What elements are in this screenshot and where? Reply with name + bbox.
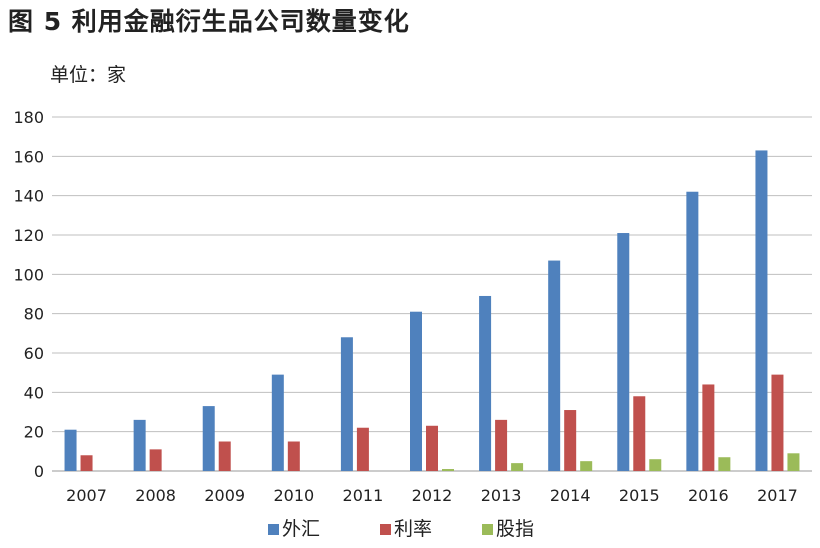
legend-label-1: 利率	[394, 518, 432, 540]
x-tick-label: 2009	[204, 486, 245, 505]
chart-title: 图 5 利用金融衍生品公司数量变化	[8, 7, 410, 36]
y-tick-label: 180	[13, 108, 44, 127]
y-tick-label: 40	[24, 383, 44, 402]
y-tick-label: 140	[13, 187, 44, 206]
bar-2007-series-1	[80, 455, 93, 471]
bar-2012-series-2	[442, 469, 454, 471]
bar-2016-series-2	[718, 457, 731, 471]
x-axis-ticks: 2007 2008 2009 2010 2011 2012 2013 2014 2015 2016…	[66, 486, 798, 505]
legend-label-0: 外汇	[282, 518, 320, 540]
bar-2008-series-0	[133, 419, 146, 471]
bar-2017-series-0	[755, 150, 768, 471]
legend-swatch-2	[482, 524, 493, 535]
bar-2012-series-0	[410, 311, 422, 471]
bar-2014-series-0	[548, 260, 561, 471]
y-tick-label: 80	[24, 305, 44, 324]
x-tick-label: 2011	[343, 486, 384, 505]
bar-2016-series-0	[686, 191, 699, 471]
legend-swatch-1	[380, 524, 391, 535]
bar-2015-series-0	[617, 233, 630, 471]
y-axis-ticks: 0 20 40 60 80 100 120 140 160 180	[13, 108, 44, 481]
x-tick-label: 2007	[66, 486, 107, 505]
x-tick-label: 2013	[481, 486, 522, 505]
bar-2009-series-1	[218, 441, 231, 471]
bar-2014-series-2	[580, 461, 593, 471]
legend-label-2: 股指	[496, 518, 534, 540]
bar-2014-series-1	[564, 410, 577, 471]
unit-label: 单位：家	[50, 64, 127, 86]
y-tick-label: 100	[13, 265, 44, 284]
bar-2013-series-1	[495, 419, 508, 471]
y-tick-label: 120	[13, 226, 44, 245]
bar-2011-series-1	[356, 427, 369, 471]
bar-2008-series-1	[149, 449, 162, 471]
bar-2009-series-0	[202, 406, 215, 471]
bar-2017-series-2	[787, 453, 800, 471]
bar-2016-series-1	[702, 384, 715, 471]
bar-2010-series-1	[287, 441, 300, 471]
bar-2011-series-0	[340, 337, 353, 471]
bar-2012-series-1	[426, 425, 438, 471]
x-tick-label: 2015	[619, 486, 660, 505]
y-tick-label: 0	[34, 462, 44, 481]
bar-2015-series-2	[649, 459, 662, 471]
x-tick-label: 2008	[135, 486, 176, 505]
x-tick-label: 2014	[550, 486, 591, 505]
x-tick-label: 2010	[273, 486, 314, 505]
x-tick-label: 2017	[757, 486, 798, 505]
y-tick-label: 60	[24, 344, 44, 363]
x-tick-label: 2012	[412, 486, 453, 505]
legend: 外汇 利率 股指	[268, 518, 534, 540]
bars	[64, 150, 800, 471]
x-tick-label: 2016	[688, 486, 729, 505]
bar-2015-series-1	[633, 396, 646, 471]
bar-2013-series-2	[511, 463, 524, 471]
bar-2013-series-0	[479, 295, 492, 471]
legend-swatch-0	[268, 524, 279, 535]
bar-2017-series-1	[771, 374, 784, 471]
y-tick-label: 20	[24, 423, 44, 442]
bar-2010-series-0	[271, 374, 284, 471]
bar-2007-series-0	[64, 429, 77, 471]
y-tick-label: 160	[13, 147, 44, 166]
